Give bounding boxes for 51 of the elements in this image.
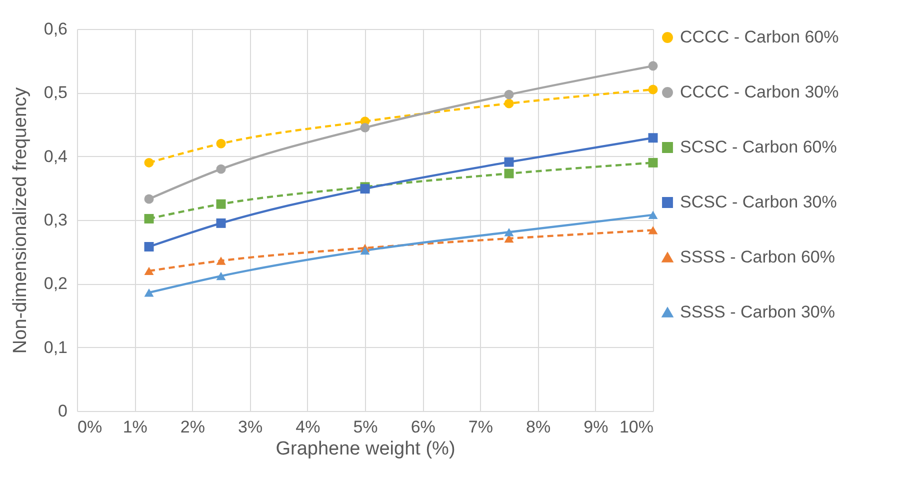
legend-label: CCCC - Carbon 30%	[680, 82, 839, 102]
point	[504, 168, 514, 178]
point	[144, 288, 154, 297]
point	[504, 228, 514, 236]
y-tick-label: 0,4	[44, 146, 68, 166]
point	[504, 98, 514, 108]
point	[504, 90, 514, 100]
point	[216, 199, 226, 209]
x-tick-label: 4%	[296, 418, 320, 436]
legend-label: SSSS - Carbon 30%	[680, 302, 835, 322]
x-tick-label: 6%	[410, 418, 436, 436]
y-tick-label: 0	[58, 402, 68, 420]
point	[144, 194, 154, 204]
y-tick-label: 0,6	[44, 20, 68, 38]
x-tick-label: 3%	[238, 418, 263, 436]
legend-label: SSSS - Carbon 60%	[680, 248, 835, 266]
point	[216, 256, 226, 265]
x-tick-label: 0%	[78, 418, 102, 436]
x-tick-label: 5%	[353, 418, 378, 436]
point	[648, 84, 658, 94]
legend-label: CCCC - Carbon 60%	[680, 28, 839, 46]
point	[360, 246, 370, 255]
point	[144, 242, 154, 252]
y-tick-label: 0,3	[44, 210, 68, 230]
x-axis-title: Graphene weight (%)	[276, 438, 456, 460]
point	[216, 272, 226, 280]
legend-label: SCSC - Carbon 30%	[680, 192, 837, 212]
point	[648, 226, 658, 234]
y-tick-label: 0,2	[44, 274, 68, 294]
point	[648, 133, 658, 143]
point	[216, 164, 226, 174]
x-tick-label: 7%	[468, 418, 493, 436]
x-tick-label: 10%	[619, 418, 654, 436]
point	[504, 157, 514, 167]
point	[648, 61, 658, 71]
x-tick-label: 2%	[180, 418, 205, 436]
point	[216, 218, 226, 228]
point	[360, 122, 370, 132]
x-tick-label: 8%	[526, 418, 551, 436]
y-tick-label: 0,5	[44, 83, 68, 102]
x-tick-label: 1%	[122, 418, 148, 436]
legend-label: SCSC - Carbon 60%	[680, 138, 837, 156]
y-tick-label: 0,1	[44, 338, 68, 357]
point	[144, 158, 154, 168]
point	[648, 210, 658, 220]
point	[216, 138, 226, 148]
point	[144, 266, 154, 276]
y-axis-title: Non-dimensionalized frequency	[10, 86, 31, 354]
point	[648, 158, 658, 168]
x-tick-label: 9%	[584, 418, 608, 436]
point	[144, 214, 154, 224]
